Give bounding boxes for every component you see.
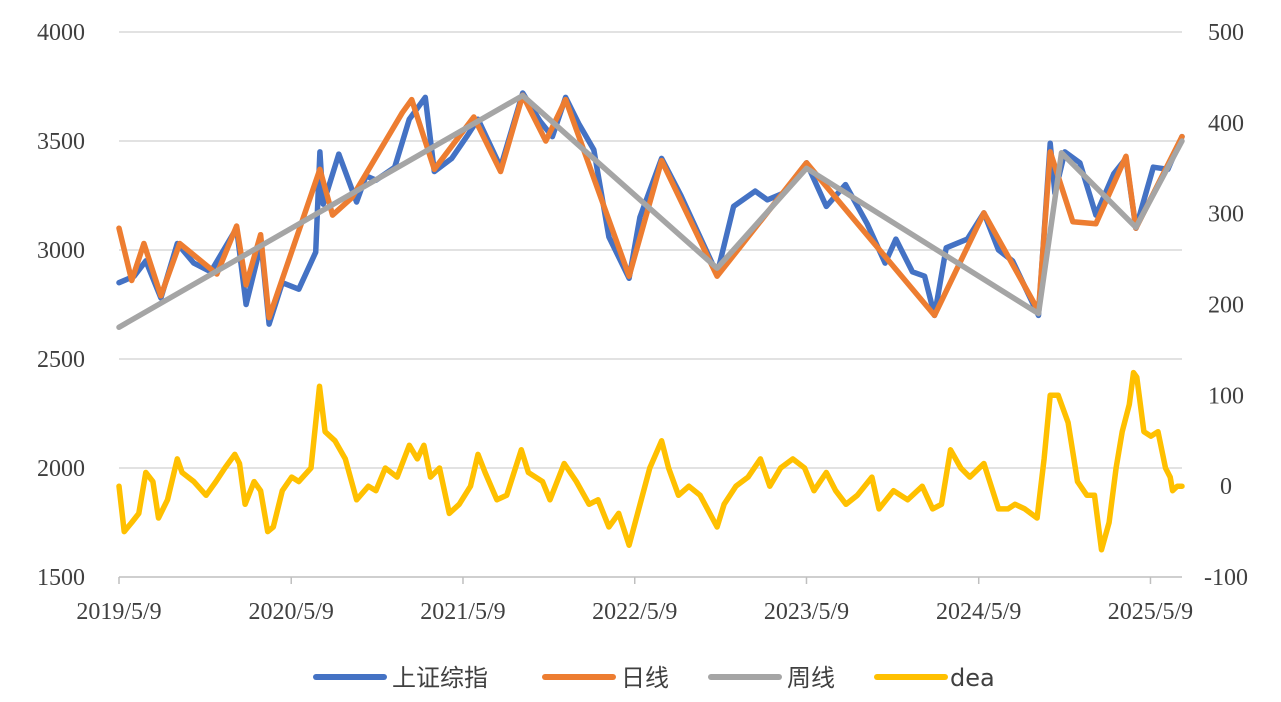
left-tick-label: 2000 — [37, 456, 85, 482]
right-tick-label: 400 — [1208, 111, 1244, 137]
right-tick-label: 500 — [1208, 20, 1244, 46]
x-tick-label: 2021/5/9 — [420, 599, 505, 625]
x-tick-label: 2024/5/9 — [936, 599, 1021, 625]
right-tick-label: 200 — [1208, 293, 1244, 319]
legend-label: 日线 — [621, 664, 669, 692]
series-line-2 — [116, 92, 1185, 330]
right-tick-label: 300 — [1208, 202, 1244, 228]
gridlines — [119, 31, 1182, 469]
series-lines — [116, 90, 1185, 553]
series-line-3 — [116, 369, 1185, 553]
right-tick-label: 100 — [1208, 383, 1244, 409]
legend: 上证综指 日线 周线 dea — [313, 664, 995, 692]
right-tick-label: -100 — [1204, 565, 1248, 591]
left-tick-label: 2500 — [37, 347, 85, 373]
x-tick-label: 2019/5/9 — [76, 599, 161, 625]
right-y-axis: -100 0 100 200 300 400 500 — [1204, 20, 1248, 591]
right-tick-label: 0 — [1220, 474, 1232, 500]
left-tick-label: 3500 — [37, 129, 85, 155]
left-tick-label: 3000 — [37, 238, 85, 264]
legend-label: 上证综指 — [392, 664, 488, 692]
left-y-axis: 1500 2000 2500 3000 3500 4000 — [37, 20, 85, 591]
x-tick-label: 2023/5/9 — [764, 599, 849, 625]
series-line-1 — [116, 92, 1185, 321]
x-tick-label: 2022/5/9 — [592, 599, 677, 625]
legend-label: dea — [950, 664, 995, 692]
left-tick-label: 4000 — [37, 20, 85, 46]
x-axis: 2019/5/9 2020/5/9 2021/5/9 2022/5/9 2023/5/9… — [76, 576, 1193, 625]
x-tick-label: 2025/5/9 — [1108, 599, 1193, 625]
x-tick-label: 2020/5/9 — [249, 599, 334, 625]
legend-label: 周线 — [787, 664, 835, 692]
left-tick-label: 1500 — [37, 565, 85, 591]
